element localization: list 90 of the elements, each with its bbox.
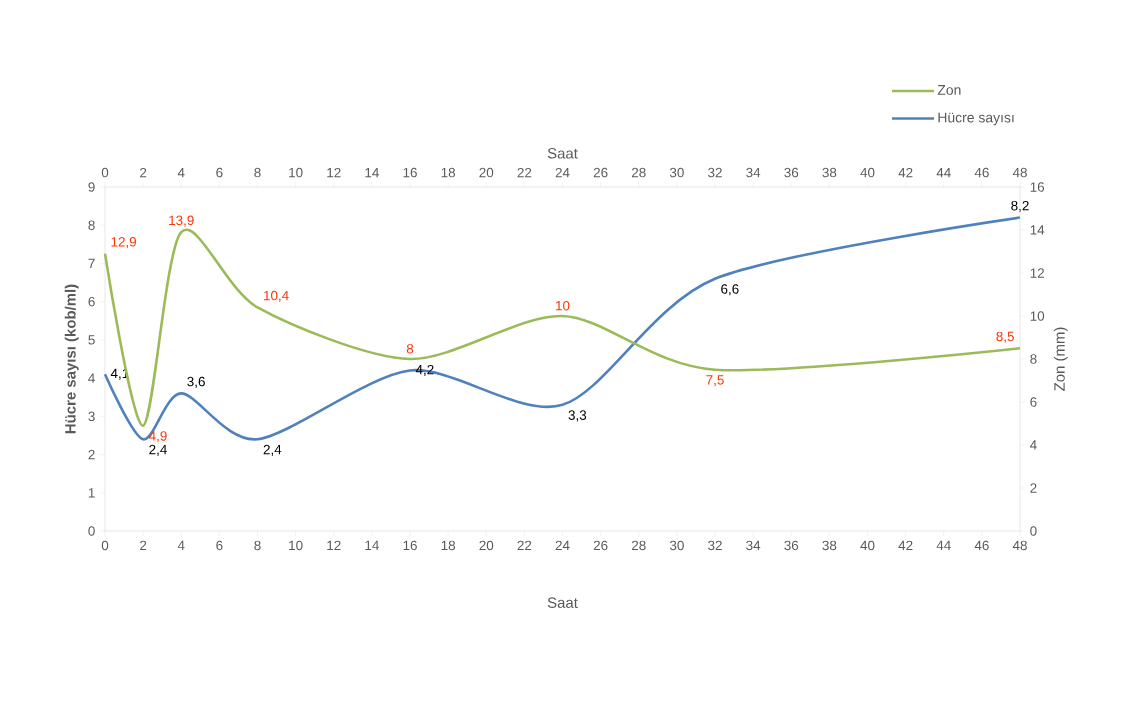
x-tick-label: 26	[593, 540, 608, 551]
data-label: 8	[406, 343, 414, 354]
y2-tick-label: 12	[1030, 268, 1044, 278]
x2-tick-label: 24	[555, 167, 570, 178]
legend-label: Zon	[937, 85, 961, 95]
y-tick-label: 4	[88, 373, 95, 383]
y2-tick-label: 16	[1030, 182, 1045, 192]
x2-tick-label: 12	[327, 167, 341, 178]
x-tick-label: 6	[216, 540, 223, 551]
data-label: 12,9	[111, 237, 137, 249]
x2-tick-label: 44	[936, 168, 951, 178]
x2-tick-label: 36	[784, 167, 799, 178]
data-label: 2,4	[263, 444, 282, 456]
x2-tick-label: 26	[593, 167, 608, 178]
x2-tick-label: 10	[289, 167, 303, 178]
data-label: 3,3	[568, 410, 587, 422]
x-tick-label: 36	[784, 540, 799, 551]
x-tick-label: 24	[555, 540, 570, 551]
x-tick-label: 8	[254, 540, 261, 551]
data-label: 13,9	[169, 215, 194, 227]
x2-tick-label: 22	[517, 167, 532, 178]
x2-tick-label: 34	[746, 167, 761, 178]
data-label: 4,9	[148, 431, 167, 443]
x-tick-label: 38	[822, 540, 837, 551]
y-axis-title: Hücre sayısı (kob/ml)	[64, 284, 79, 434]
x2-tick-label: 18	[441, 167, 456, 178]
y-tick-label: 7	[88, 258, 95, 269]
x-tick-label: 42	[898, 540, 913, 551]
y-tick-label: 0	[88, 526, 95, 536]
x-tick-label: 44	[936, 540, 951, 550]
x-tick-label: 32	[708, 540, 722, 551]
x-tick-label: 22	[517, 540, 532, 551]
x2-tick-label: 2	[140, 167, 147, 178]
x-tick-label: 34	[746, 540, 761, 551]
x-tick-label: 30	[669, 540, 684, 551]
x-tick-label: 28	[631, 540, 646, 551]
data-label: 7,5	[706, 375, 724, 387]
x-tick-label: 20	[479, 540, 494, 551]
x-tick-label: 18	[441, 540, 456, 551]
x-tick-label: 46	[974, 540, 989, 551]
x2-tick-label: 16	[403, 167, 417, 178]
x-tick-label: 12	[327, 540, 341, 551]
y2-tick-label: 2	[1030, 483, 1037, 493]
x2-tick-label: 20	[479, 167, 494, 178]
x2-tick-label: 40	[860, 167, 875, 178]
y2-tick-label: 8	[1030, 354, 1037, 364]
x2-tick-label: 14	[365, 168, 379, 178]
y-tick-label: 2	[88, 449, 95, 460]
data-label: 6,6	[721, 284, 739, 296]
x2-tick-label: 28	[631, 167, 646, 178]
y-tick-label: 9	[88, 182, 95, 192]
x2-tick-label: 8	[254, 167, 261, 178]
x2-tick-label: 30	[669, 167, 684, 178]
x2-tick-label: 4	[177, 168, 185, 178]
data-label: 10,4	[264, 290, 289, 302]
x2-tick-label: 32	[708, 167, 722, 178]
x-tick-label: 0	[101, 540, 109, 551]
x2-tick-label: 38	[822, 167, 837, 178]
y-tick-label: 5	[88, 335, 95, 345]
y2-tick-label: 14	[1030, 225, 1045, 235]
x2-axis-title: Saat	[547, 148, 578, 159]
y-tick-label: 3	[88, 411, 95, 422]
x-tick-label: 10	[289, 540, 303, 551]
data-label: 3,6	[187, 376, 205, 388]
data-label: 4,2	[415, 364, 434, 377]
data-label: 10	[556, 300, 570, 311]
y2-axis-title: Zon (mm)	[1053, 327, 1068, 391]
y2-tick-label: 6	[1030, 397, 1037, 407]
y-tick-label: 8	[88, 220, 95, 230]
y2-tick-label: 10	[1030, 311, 1045, 321]
x-tick-label: 48	[1012, 540, 1027, 551]
y2-tick-label: 0	[1030, 526, 1037, 536]
x2-tick-label: 48	[1012, 167, 1027, 178]
x-tick-label: 14	[365, 540, 379, 550]
x-tick-label: 2	[140, 540, 147, 551]
x2-tick-label: 42	[898, 167, 913, 178]
y-tick-label: 6	[88, 296, 95, 307]
x-tick-label: 4	[177, 540, 185, 550]
data-label: 2,4	[149, 444, 167, 456]
x-tick-label: 16	[403, 540, 417, 551]
x2-tick-label: 46	[974, 167, 989, 178]
y-tick-label: 1	[88, 488, 95, 498]
data-label: 8,2	[1011, 200, 1029, 213]
x-tick-label: 40	[860, 540, 875, 551]
data-label: 8,5	[996, 331, 1014, 343]
legend-label: Hücre sayısı	[938, 112, 1014, 126]
x2-tick-label: 0	[101, 167, 109, 178]
x2-tick-label: 6	[216, 167, 223, 178]
x-axis-title: Saat	[547, 597, 578, 608]
y2-tick-label: 4	[1030, 440, 1037, 450]
